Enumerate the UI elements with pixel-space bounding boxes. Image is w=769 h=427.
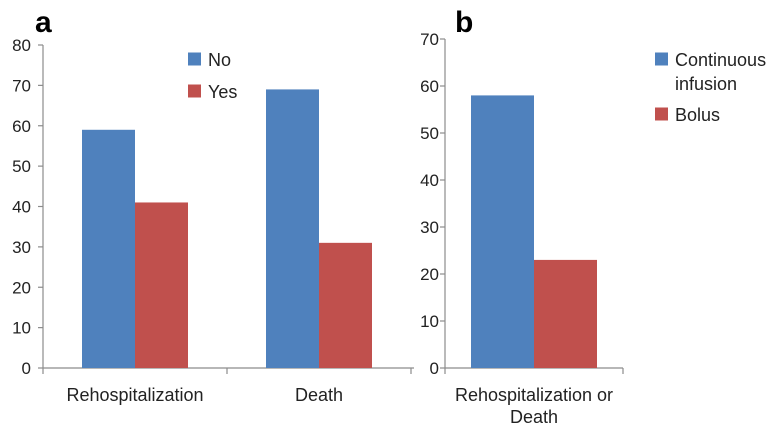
legend-swatch <box>655 52 668 66</box>
y-tick-label: 30 <box>420 218 439 237</box>
legend-label: Bolus <box>675 105 720 125</box>
category-label: Death <box>295 385 343 405</box>
bar-a-1-0 <box>266 89 319 368</box>
panel-letter-a: a <box>35 6 52 39</box>
y-tick-label: 20 <box>12 278 31 297</box>
panel-letter-b: b <box>455 6 473 39</box>
y-tick-label: 50 <box>12 157 31 176</box>
category-label: Death <box>510 407 558 427</box>
y-tick-label: 40 <box>420 171 439 190</box>
y-tick-label: 10 <box>12 319 31 338</box>
y-tick-label: 60 <box>420 77 439 96</box>
legend-swatch <box>188 52 201 66</box>
category-label: Rehospitalization <box>66 385 203 405</box>
y-tick-label: 20 <box>420 265 439 284</box>
y-tick-label: 30 <box>12 238 31 257</box>
bar-a-1-1 <box>319 242 372 368</box>
y-tick-label: 80 <box>12 36 31 55</box>
y-tick-label: 0 <box>22 359 31 378</box>
legend-swatch <box>188 84 201 98</box>
y-tick-label: 10 <box>420 312 439 331</box>
y-tick-label: 60 <box>12 117 31 136</box>
y-tick-label: 40 <box>12 198 31 217</box>
bar-b-0-0 <box>471 95 534 369</box>
y-tick-label: 0 <box>430 359 439 378</box>
y-tick-label: 50 <box>420 124 439 143</box>
y-tick-label: 70 <box>12 76 31 95</box>
legend-label: infusion <box>675 74 737 94</box>
legend-label: Continuous <box>675 50 766 70</box>
legend-label: No <box>208 50 231 70</box>
bar-a-0-1 <box>135 202 188 368</box>
legend-label: Yes <box>208 82 237 102</box>
bar-b-0-1 <box>534 259 597 368</box>
y-tick-label: 70 <box>420 30 439 49</box>
legend-swatch <box>655 107 668 121</box>
chart-panel-a: a 0 10 20 30 40 50 60 70 80 Rehospitalization Deat… <box>12 6 414 405</box>
category-label: Rehospitalization or <box>455 385 613 405</box>
bar-a-0-0 <box>82 129 135 368</box>
chart-panel-b: b 0 10 20 30 40 50 60 70 Rehospitalization orDea… <box>420 6 766 427</box>
